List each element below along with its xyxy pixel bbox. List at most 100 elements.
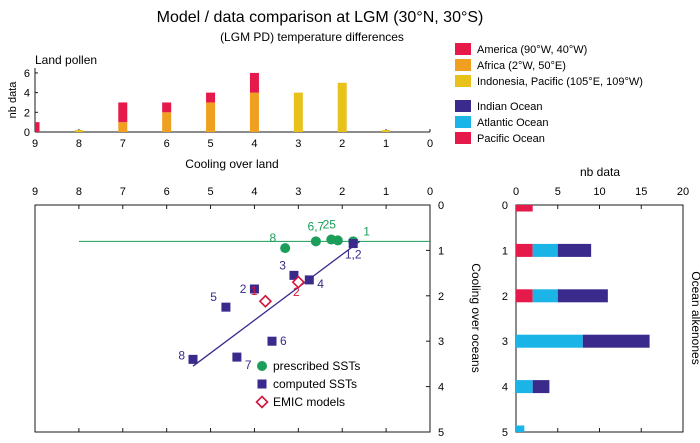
bar [293, 92, 303, 132]
point-label: 1,2 [345, 248, 362, 262]
scatter-point [257, 361, 267, 371]
legend-swatch [455, 132, 471, 144]
legend: America (90°W, 40°W) Africa (2°W, 50°E) In… [455, 43, 643, 145]
scatter-point [258, 294, 273, 308]
point-label: 8 [178, 348, 185, 362]
legend-label: Indonesia, Pacific (105°E, 109°W) [477, 76, 643, 88]
x-tick-label: 5 [207, 138, 213, 150]
legend-swatch [455, 100, 471, 112]
bar [162, 112, 172, 132]
y-axis-label: nb data [7, 81, 19, 119]
bar [557, 243, 592, 257]
y-tick-label: 2 [502, 291, 508, 303]
legend-swatch [455, 59, 471, 71]
bar [532, 243, 558, 257]
scatter-point [257, 379, 267, 389]
x-tick-label: 5 [207, 186, 213, 198]
side-label: Ocean alkenones [689, 271, 700, 364]
y-tick-label: 6 [24, 68, 30, 80]
y-tick-label: 4 [24, 88, 30, 100]
x-tick-label: 7 [120, 186, 126, 198]
land-pollen-panel: Land pollen nb data Cooling over land 9 8 7 6 5… [7, 53, 433, 171]
legend-label: Atlantic Ocean [477, 117, 549, 129]
legend-swatch [455, 116, 471, 128]
scatter-point [280, 243, 291, 254]
x-axis-label: Cooling over land [185, 157, 278, 171]
x-tick-label: 2 [339, 138, 345, 150]
point-label: 8 [269, 231, 276, 245]
bar [249, 72, 259, 93]
x-tick-label: 9 [32, 186, 38, 198]
scatter-point [221, 302, 231, 312]
legend-label: America (90°W, 40°W) [477, 44, 587, 56]
ocean-alkenones-panel: nb data Cooling over oceans Ocean alkenone… [469, 165, 700, 439]
point-label: 7 [245, 358, 252, 372]
x-tick-label: 6 [164, 186, 170, 198]
scatter-point [255, 395, 269, 409]
x-tick-label: 7 [120, 138, 126, 150]
y-tick-label: 1 [438, 245, 444, 257]
legend-label: Africa (2°W, 50°E) [477, 60, 566, 72]
scatter-point [310, 236, 321, 247]
y-tick-label: 5 [502, 427, 508, 439]
x-tick-label: 3 [295, 186, 301, 198]
plot-frame [515, 204, 684, 433]
x-tick-label: 20 [677, 186, 689, 198]
x-tick-label: 15 [635, 186, 647, 198]
scatter-point [232, 352, 242, 362]
y-tick-label: 3 [438, 336, 444, 348]
x-tick-label: 0 [513, 186, 519, 198]
x-tick-label: 2 [339, 186, 345, 198]
x-tick-label: 10 [593, 186, 605, 198]
scatter-point [289, 270, 299, 280]
point-label: 1 [363, 224, 370, 238]
scatter-legend-label: computed SSTs [273, 377, 357, 391]
x-tick-label: 8 [76, 138, 82, 150]
bar [582, 334, 650, 348]
bar [532, 380, 550, 394]
point-label: 2 [240, 282, 247, 296]
legend-label: Indian Ocean [477, 101, 542, 113]
bar [516, 425, 525, 432]
y-tick-label: 0 [24, 127, 30, 139]
scatter-point [249, 284, 259, 294]
fit-line [192, 240, 361, 367]
point-label: 2 [293, 285, 300, 299]
point-label: 3 [279, 258, 286, 272]
figure-title: Model / data comparison at LGM (30°N, 30… [157, 9, 484, 26]
x-tick-label: 9 [32, 138, 38, 150]
point-label: 25 [323, 218, 337, 232]
y-tick-label: 0 [502, 200, 508, 212]
bar [516, 289, 533, 303]
bar [118, 122, 128, 132]
scatter-legend-label: EMIC models [273, 395, 345, 409]
y-tick-label: 2 [24, 107, 30, 119]
x-tick-label: 3 [295, 138, 301, 150]
scatter-point [291, 275, 305, 289]
x-axis-label: nb data [580, 165, 620, 179]
plot-frame [34, 204, 431, 433]
bar [557, 289, 608, 303]
legend-swatch [455, 43, 471, 55]
figure-subtitle: (LGM PD) temperature differences [220, 30, 404, 44]
bar [206, 102, 216, 132]
bar [516, 205, 533, 212]
point-label: 1 [251, 284, 258, 298]
bar [118, 102, 128, 123]
x-tick-label: 1 [383, 138, 389, 150]
y-tick-label: 1 [502, 245, 508, 257]
bar [337, 82, 347, 132]
scatter-point [348, 239, 358, 249]
panel-title: Land pollen [35, 53, 97, 67]
y-tick-label: 2 [438, 291, 444, 303]
scatter-point [188, 354, 198, 364]
x-tick-label: 4 [251, 138, 257, 150]
legend-label: Pacific Ocean [477, 133, 545, 145]
y-tick-label: 5 [438, 427, 444, 439]
bar [532, 289, 558, 303]
scatter-legend-label: prescribed SSTs [273, 359, 360, 373]
point-label: 6,7 [308, 219, 325, 233]
x-tick-label: 0 [427, 138, 433, 150]
